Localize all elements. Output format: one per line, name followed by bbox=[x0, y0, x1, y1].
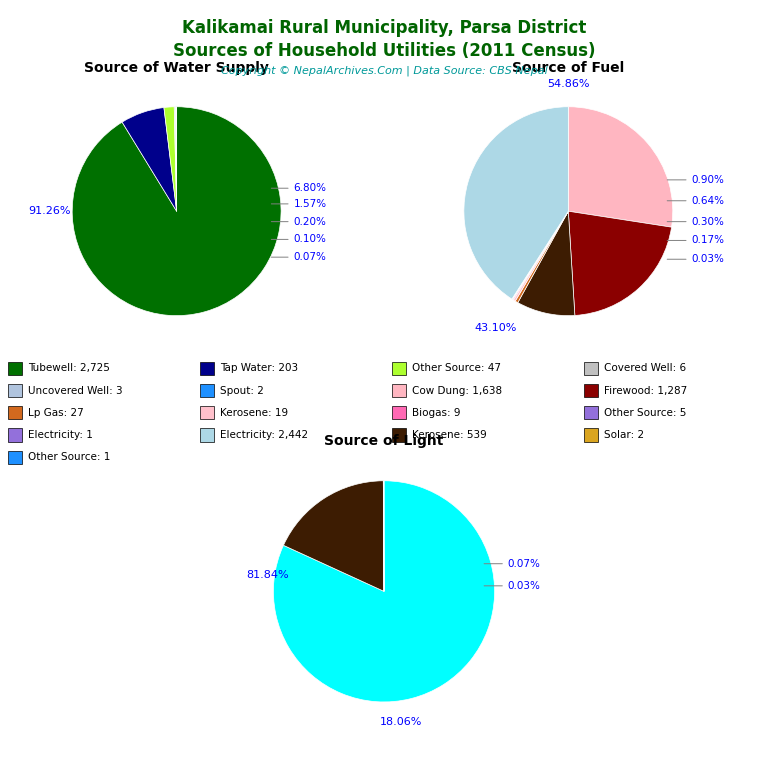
Bar bbox=[392, 362, 406, 375]
Wedge shape bbox=[464, 107, 568, 299]
Wedge shape bbox=[568, 107, 673, 227]
Text: Solar: 2: Solar: 2 bbox=[604, 430, 644, 440]
Text: 6.80%: 6.80% bbox=[271, 184, 326, 194]
Text: 18.06%: 18.06% bbox=[379, 717, 422, 727]
Text: 0.20%: 0.20% bbox=[271, 217, 326, 227]
Title: Source of Light: Source of Light bbox=[324, 434, 444, 448]
Wedge shape bbox=[514, 211, 568, 301]
Text: Firewood: 1,287: Firewood: 1,287 bbox=[604, 386, 687, 396]
Text: 0.03%: 0.03% bbox=[667, 254, 724, 264]
Text: Tubewell: 2,725: Tubewell: 2,725 bbox=[28, 363, 110, 373]
Text: 0.64%: 0.64% bbox=[667, 196, 724, 206]
Text: Sources of Household Utilities (2011 Census): Sources of Household Utilities (2011 Cen… bbox=[173, 42, 595, 60]
Text: Uncovered Well: 3: Uncovered Well: 3 bbox=[28, 386, 122, 396]
Text: Covered Well: 6: Covered Well: 6 bbox=[604, 363, 686, 373]
Wedge shape bbox=[512, 211, 568, 300]
Text: Kerosene: 539: Kerosene: 539 bbox=[412, 430, 486, 440]
Text: 0.07%: 0.07% bbox=[271, 252, 326, 262]
Bar bbox=[8, 429, 22, 442]
Bar bbox=[8, 451, 22, 464]
Bar bbox=[8, 406, 22, 419]
Wedge shape bbox=[273, 481, 495, 702]
Text: Kalikamai Rural Municipality, Parsa District: Kalikamai Rural Municipality, Parsa Dist… bbox=[182, 19, 586, 37]
Wedge shape bbox=[511, 211, 568, 299]
Bar bbox=[584, 384, 598, 397]
Text: Biogas: 9: Biogas: 9 bbox=[412, 408, 460, 418]
Text: Copyright © NepalArchives.Com | Data Source: CBS Nepal: Copyright © NepalArchives.Com | Data Sou… bbox=[220, 65, 548, 76]
Wedge shape bbox=[512, 211, 568, 300]
Text: Electricity: 2,442: Electricity: 2,442 bbox=[220, 430, 308, 440]
Text: Other Source: 1: Other Source: 1 bbox=[28, 452, 110, 462]
Wedge shape bbox=[174, 107, 177, 211]
Text: 0.03%: 0.03% bbox=[484, 581, 541, 591]
Text: Tap Water: 203: Tap Water: 203 bbox=[220, 363, 298, 373]
Wedge shape bbox=[176, 107, 177, 211]
Bar bbox=[8, 362, 22, 375]
Wedge shape bbox=[283, 481, 384, 591]
Bar bbox=[584, 362, 598, 375]
Title: Source of Water Supply: Source of Water Supply bbox=[84, 61, 269, 75]
Text: Lp Gas: 27: Lp Gas: 27 bbox=[28, 408, 84, 418]
Bar bbox=[392, 384, 406, 397]
Text: 0.10%: 0.10% bbox=[271, 234, 326, 244]
Text: 0.30%: 0.30% bbox=[667, 217, 724, 227]
Bar bbox=[200, 429, 214, 442]
Wedge shape bbox=[72, 107, 281, 316]
Text: Other Source: 47: Other Source: 47 bbox=[412, 363, 501, 373]
Text: Cow Dung: 1,638: Cow Dung: 1,638 bbox=[412, 386, 502, 396]
Text: 1.57%: 1.57% bbox=[271, 199, 326, 209]
Bar bbox=[392, 406, 406, 419]
Text: 0.07%: 0.07% bbox=[484, 558, 541, 569]
Text: 0.17%: 0.17% bbox=[667, 236, 724, 246]
Bar bbox=[200, 406, 214, 419]
Text: Kerosene: 19: Kerosene: 19 bbox=[220, 408, 288, 418]
Wedge shape bbox=[164, 107, 177, 211]
Text: 0.90%: 0.90% bbox=[667, 175, 724, 185]
Bar bbox=[200, 384, 214, 397]
Text: Other Source: 5: Other Source: 5 bbox=[604, 408, 686, 418]
Text: 91.26%: 91.26% bbox=[28, 206, 71, 217]
Wedge shape bbox=[512, 211, 568, 300]
Text: Electricity: 1: Electricity: 1 bbox=[28, 430, 92, 440]
Bar bbox=[584, 406, 598, 419]
Bar bbox=[392, 429, 406, 442]
Bar bbox=[200, 362, 214, 375]
Title: Source of Fuel: Source of Fuel bbox=[512, 61, 624, 75]
Wedge shape bbox=[122, 108, 177, 211]
Bar bbox=[8, 384, 22, 397]
Bar bbox=[584, 429, 598, 442]
Text: 81.84%: 81.84% bbox=[246, 570, 289, 580]
Text: 43.10%: 43.10% bbox=[474, 323, 516, 333]
Wedge shape bbox=[568, 211, 671, 316]
Wedge shape bbox=[515, 211, 568, 303]
Wedge shape bbox=[518, 211, 575, 316]
Text: 54.86%: 54.86% bbox=[547, 79, 590, 89]
Text: Spout: 2: Spout: 2 bbox=[220, 386, 263, 396]
